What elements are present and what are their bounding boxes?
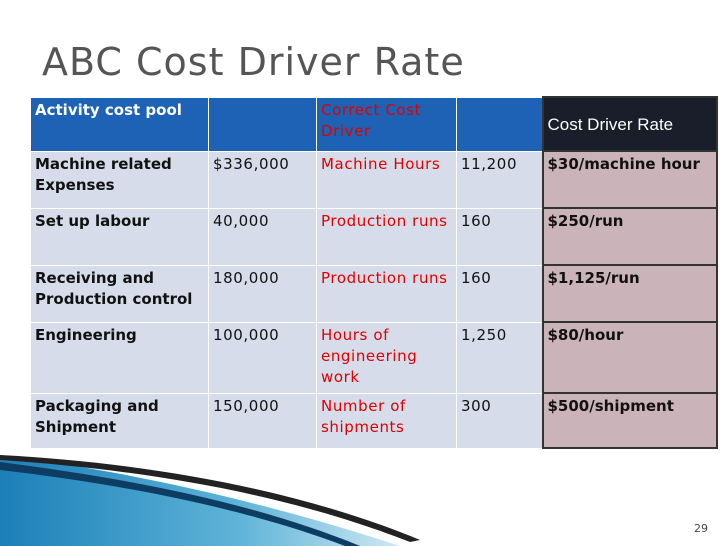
table-cell: 40,000 bbox=[208, 207, 317, 266]
table-cell: 1,250 bbox=[456, 321, 543, 394]
table-cell: Production runs bbox=[316, 207, 457, 266]
table-row: Engineering 100,000 Hours of engineering w… bbox=[30, 321, 718, 394]
swoosh-line bbox=[0, 462, 360, 546]
table-cell: 160 bbox=[456, 264, 543, 323]
table-row: Receiving and Production control 180,000 P… bbox=[30, 264, 718, 323]
table: Activity cost pool Correct Cost Driver C… bbox=[30, 96, 718, 449]
table-cell: Set up labour bbox=[30, 207, 209, 266]
header-cell bbox=[208, 96, 317, 152]
table-cell: $80/hour bbox=[541, 321, 718, 394]
table-cell: Hours of engineering work bbox=[316, 321, 457, 394]
table-cell: 160 bbox=[456, 207, 543, 266]
table-cell: Packaging and Shipment bbox=[30, 392, 209, 449]
table-cell: 180,000 bbox=[208, 264, 317, 323]
table-cell: $1,125/run bbox=[541, 264, 718, 323]
table-cell: 150,000 bbox=[208, 392, 317, 449]
table-cell: Engineering bbox=[30, 321, 209, 394]
page-number: 29 bbox=[694, 522, 708, 535]
table-body: Machine related Expenses $336,000 Machine … bbox=[30, 150, 718, 449]
table-row: Machine related Expenses $336,000 Machine … bbox=[30, 150, 718, 209]
header-cell: Correct Cost Driver bbox=[316, 96, 457, 152]
table-cell: Receiving and Production control bbox=[30, 264, 209, 323]
table-cell: $250/run bbox=[541, 207, 718, 266]
table-cell: Machine related Expenses bbox=[30, 150, 209, 209]
table-row: Packaging and Shipment 150,000 Number of s… bbox=[30, 392, 718, 449]
title: ABC Cost Driver Rate bbox=[42, 40, 465, 84]
table-cell: Machine Hours bbox=[316, 150, 457, 209]
header-cell: Cost Driver Rate bbox=[541, 96, 718, 152]
table-cell: Production runs bbox=[316, 264, 457, 323]
header-cell bbox=[456, 96, 543, 152]
table-cell: $336,000 bbox=[208, 150, 317, 209]
table-row: Set up labour 40,000 Production runs 160 $25… bbox=[30, 207, 718, 266]
table-cell: $500/shipment bbox=[541, 392, 718, 449]
table-cell: 100,000 bbox=[208, 321, 317, 394]
header-cell: Activity cost pool bbox=[30, 96, 209, 152]
table-cell: Number of shipments bbox=[316, 392, 457, 449]
table-cell: 300 bbox=[456, 392, 543, 449]
table-cell: 11,200 bbox=[456, 150, 543, 209]
table-header: Activity cost pool Correct Cost Driver C… bbox=[30, 96, 718, 152]
table-cell: $30/machine hour bbox=[541, 150, 718, 209]
